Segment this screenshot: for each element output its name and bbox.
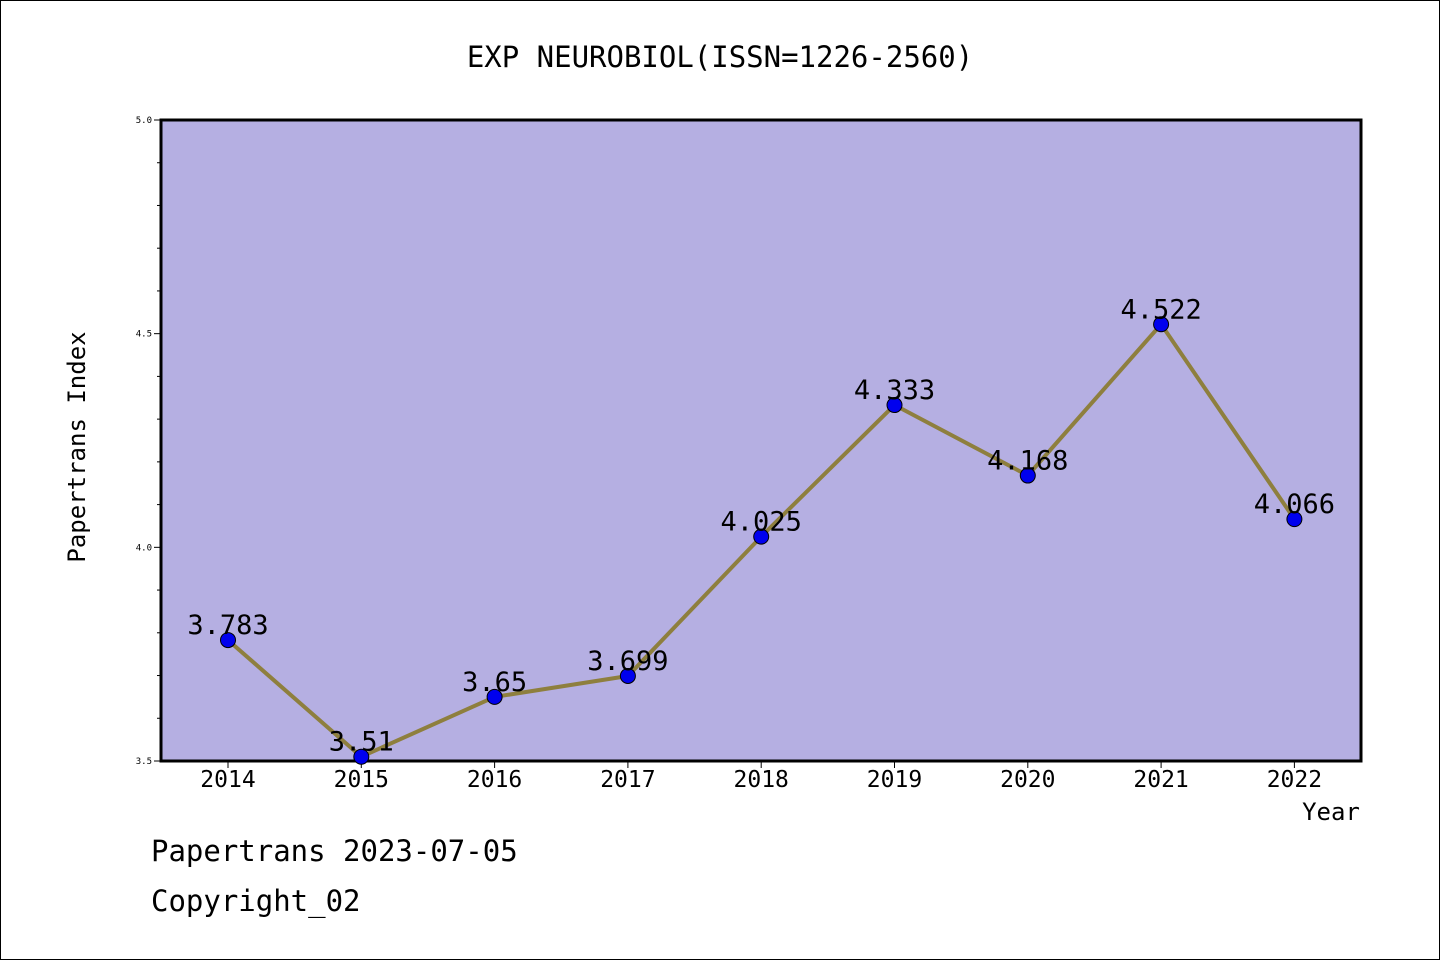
data-labels: 3.783 3.51 3.65 3.699 4.025 4.333 4.168 4.522 4.… xyxy=(187,294,1335,757)
data-point xyxy=(353,748,370,765)
x-tick-label: 2022 xyxy=(1267,767,1322,793)
y-axis-label: Papertrans Index xyxy=(63,331,91,562)
y-tick-label: 5.0 xyxy=(136,116,152,126)
x-axis-label: Year xyxy=(1302,798,1360,826)
data-label: 4.333 xyxy=(854,375,935,406)
data-point xyxy=(220,632,236,649)
x-tick-label: 2015 xyxy=(334,767,389,793)
x-tick-label: 2021 xyxy=(1133,767,1188,793)
data-point xyxy=(619,667,636,684)
data-point xyxy=(753,528,770,545)
footer-date: Papertrans 2023-07-05 xyxy=(151,834,518,868)
x-tick-label: 2018 xyxy=(734,767,789,793)
footer-copyright: Copyright_02 xyxy=(151,884,361,918)
data-point xyxy=(1019,467,1036,484)
data-label: 3.699 xyxy=(587,646,668,677)
data-label: 4.066 xyxy=(1254,489,1335,520)
data-label: 3.783 xyxy=(187,610,268,641)
series-line xyxy=(220,316,1303,765)
data-label: 4.168 xyxy=(987,446,1068,477)
x-axis: 2014 2015 2016 2017 2018 2019 2020 2021 2022 xyxy=(200,761,1322,793)
y-tick-label: 4.0 xyxy=(136,543,152,553)
chart-title: EXP NEUROBIOL(ISSN=1226-2560) xyxy=(467,40,973,74)
y-tick-label: 3.5 xyxy=(136,757,152,767)
plot-area xyxy=(159,118,1363,763)
data-label: 4.522 xyxy=(1120,294,1201,325)
data-label: 3.51 xyxy=(329,727,394,758)
x-tick-label: 2020 xyxy=(1000,767,1055,793)
x-tick-label: 2016 xyxy=(467,767,522,793)
x-tick-label: 2017 xyxy=(600,767,655,793)
x-tick-label: 2014 xyxy=(200,767,255,793)
data-point xyxy=(1286,511,1303,528)
x-tick-label: 2019 xyxy=(867,767,922,793)
data-label: 3.65 xyxy=(462,667,527,698)
data-point xyxy=(486,688,503,705)
data-label: 4.025 xyxy=(721,507,802,538)
data-point xyxy=(1153,316,1170,333)
data-point xyxy=(886,397,903,414)
y-tick-label: 4.5 xyxy=(136,330,152,340)
y-axis: 3.5 4.0 4.5 5.0 xyxy=(136,116,161,767)
